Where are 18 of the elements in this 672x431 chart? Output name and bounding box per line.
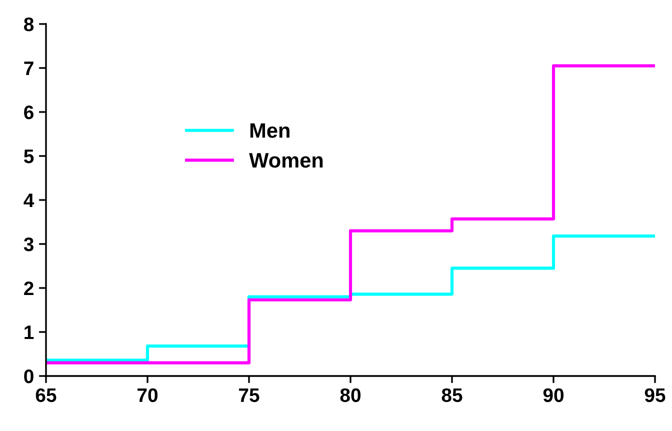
- y-tick-label: 7: [24, 62, 34, 76]
- x-tick-label: 75: [239, 388, 260, 402]
- y-tick-label: 4: [24, 194, 34, 208]
- y-tick-label: 3: [24, 237, 34, 252]
- x-tick-label: 95: [644, 388, 666, 402]
- y-tick-label: 0: [24, 369, 34, 384]
- legend-label: Men: [250, 123, 290, 138]
- x-tick-label: 65: [36, 388, 56, 402]
- legend-label: Women: [249, 153, 323, 168]
- y-tick-label: 8: [24, 17, 34, 32]
- y-tick-label: 2: [24, 281, 34, 296]
- x-tick-label: 85: [442, 388, 462, 402]
- x-tick-label: 80: [340, 388, 361, 402]
- x-tick-label: 70: [138, 388, 158, 402]
- y-tick-label: 5: [24, 150, 34, 164]
- y-tick-label: 1: [24, 326, 34, 340]
- x-tick-label: 90: [543, 388, 564, 402]
- y-tick-label: 6: [24, 105, 34, 120]
